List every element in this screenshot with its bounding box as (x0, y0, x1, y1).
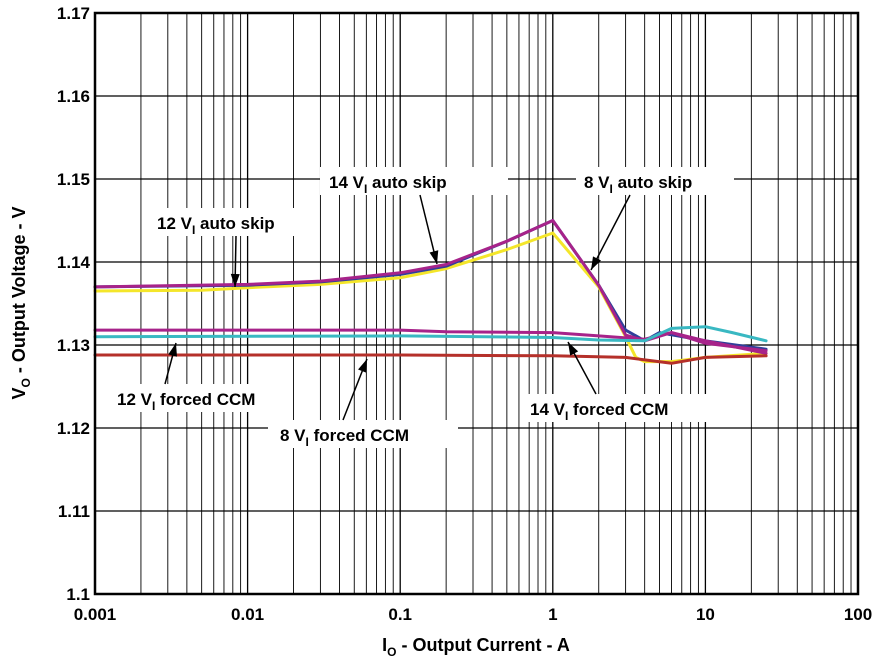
series-14v-forced-ccm-line (95, 330, 766, 351)
x-axis-title: IO - Output Current - A (382, 635, 570, 659)
annotation-arrow-head (568, 342, 578, 356)
x-tick-label: 1 (548, 605, 557, 624)
x-tick-label: 100 (844, 605, 872, 624)
plot-frame (95, 13, 858, 594)
y-tick-label: 1.13 (57, 336, 90, 355)
x-tick-label: 10 (696, 605, 715, 624)
y-tick-label: 1.1 (66, 585, 90, 604)
series-8v-forced-ccm-line (95, 355, 766, 363)
grid (95, 13, 858, 594)
y-tick-label: 1.12 (57, 419, 90, 438)
tick-labels: 0.001 0.01 0.1 1 10 100 1.1 1.11 1.12 1.13 1.14 1.1… (57, 4, 872, 624)
y-tick-label: 1.16 (57, 87, 90, 106)
annotation-arrow-head (591, 256, 601, 270)
x-tick-label: 0.1 (388, 605, 412, 624)
y-tick-label: 1.14 (57, 253, 91, 272)
y-tick-label: 1.15 (57, 170, 90, 189)
x-tick-label: 0.001 (74, 605, 117, 624)
y-axis-title: VO - Output Voltage - V (9, 206, 33, 399)
series-group (95, 221, 766, 364)
annotation-arrow-head (358, 359, 367, 373)
x-tick-label: 0.01 (231, 605, 264, 624)
y-tick-label: 1.17 (57, 4, 90, 23)
y-tick-label: 1.11 (58, 502, 90, 521)
